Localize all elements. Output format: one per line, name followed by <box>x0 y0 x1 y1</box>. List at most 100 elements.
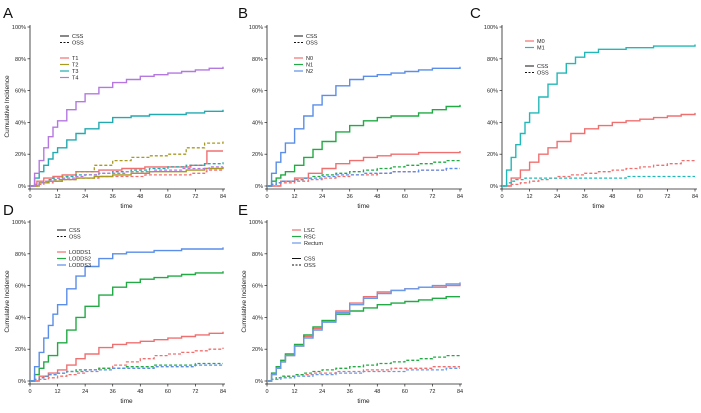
y-tick-label: 0% <box>490 184 498 190</box>
y-tick-label: 80% <box>15 252 26 258</box>
x-axis-title: time <box>592 203 605 210</box>
panel-letter: D <box>3 202 14 219</box>
x-tick-label: 60 <box>402 194 408 200</box>
y-tick-label: 40% <box>252 120 263 126</box>
series-line-n1-oss <box>267 159 461 187</box>
x-tick-label: 72 <box>192 389 198 395</box>
x-tick-label: 48 <box>137 194 143 200</box>
x-axis-title: time <box>120 398 133 405</box>
legend-label-oss: OSS <box>72 41 84 47</box>
y-tick-label: 0% <box>18 184 26 190</box>
series-line-n2-css <box>267 66 461 187</box>
x-tick-label: 84 <box>457 194 463 200</box>
x-tick-label: 0 <box>500 194 503 200</box>
y-tick-label: 60% <box>252 89 263 95</box>
x-tick-label: 24 <box>82 194 88 200</box>
x-tick-label: 60 <box>637 194 643 200</box>
y-axis-title: Cumulative Incidence <box>4 270 11 333</box>
x-tick-label: 24 <box>554 194 560 200</box>
y-axis-title: Cumulative Incidence <box>241 270 248 333</box>
y-tick-label: 40% <box>15 120 26 126</box>
legend-label-rectum: Rectum <box>304 241 323 247</box>
legend-label-css: CSS <box>537 64 549 70</box>
x-tick-label: 84 <box>692 194 698 200</box>
legend-label-oss: OSS <box>304 263 316 269</box>
y-axis-title: Cumulative Incidence <box>4 75 11 138</box>
x-tick-label: 36 <box>582 194 588 200</box>
y-tick-label: 100% <box>484 25 498 31</box>
series-line-lodds3-oss <box>30 364 223 382</box>
legend-label-css: CSS <box>69 228 81 234</box>
y-tick-label: 100% <box>249 25 263 31</box>
legend-label-rsc: RSC <box>304 235 316 241</box>
legend-label-css: CSS <box>306 34 318 40</box>
y-tick-label: 100% <box>249 220 263 226</box>
y-tick-label: 20% <box>252 152 263 158</box>
y-tick-label: 20% <box>252 347 263 353</box>
x-tick-label: 12 <box>55 389 61 395</box>
y-tick-label: 80% <box>252 252 263 258</box>
y-tick-label: 0% <box>18 379 26 385</box>
x-tick-label: 84 <box>220 194 226 200</box>
x-tick-label: 24 <box>319 194 325 200</box>
series-line-rectum-css <box>267 282 461 382</box>
x-tick-label: 12 <box>292 194 298 200</box>
series-line-t3-css <box>30 109 224 187</box>
series-line-t4-oss <box>30 166 223 187</box>
legend-label-lodds2: LODDS2 <box>69 257 91 263</box>
x-tick-label: 24 <box>319 389 325 395</box>
x-tick-label: 0 <box>265 389 268 395</box>
series-line-lodds1-oss <box>30 347 224 382</box>
y-tick-label: 80% <box>15 57 26 63</box>
legend-label-lodds1: LODDS1 <box>69 250 91 256</box>
x-tick-label: 0 <box>28 194 31 200</box>
x-axis-title: time <box>357 398 370 405</box>
x-tick-label: 12 <box>55 194 61 200</box>
legend-label-m0: M0 <box>537 39 545 45</box>
y-tick-label: 20% <box>487 152 498 158</box>
x-tick-label: 0 <box>265 194 268 200</box>
y-tick-label: 80% <box>487 57 498 63</box>
x-tick-label: 0 <box>28 389 31 395</box>
x-tick-label: 36 <box>110 194 116 200</box>
x-tick-label: 36 <box>110 389 116 395</box>
series-line-m0-oss <box>502 159 696 187</box>
legend-label-lodds3: LODDS3 <box>69 263 91 269</box>
y-tick-label: 40% <box>487 120 498 126</box>
x-tick-label: 48 <box>137 389 143 395</box>
x-tick-label: 84 <box>457 389 463 395</box>
legend-label-n1: N1 <box>306 63 313 69</box>
series-line-n2-oss <box>267 167 460 187</box>
panel-letter: E <box>238 202 248 219</box>
y-tick-label: 20% <box>15 347 26 353</box>
series-line-lsc-oss <box>267 366 460 382</box>
panel-letter: C <box>470 5 481 22</box>
series-line-rectum-oss <box>267 367 460 382</box>
legend-label-css: CSS <box>304 257 316 263</box>
series-line-lodds1-css <box>30 331 224 382</box>
y-tick-label: 60% <box>487 89 498 95</box>
panel-c: C 0% 20% 40% 60% 80% 100% 0 12 24 36 48 60 72 84 time M0… <box>470 5 698 210</box>
x-tick-label: 48 <box>374 194 380 200</box>
legend-label-n2: N2 <box>306 69 313 75</box>
legend-label-oss: OSS <box>306 41 318 47</box>
series-line-m0-css <box>502 112 696 187</box>
x-tick-label: 60 <box>165 389 171 395</box>
x-tick-label: 72 <box>429 389 435 395</box>
series-line-n0-css <box>267 151 461 187</box>
series-line-m1-oss <box>502 175 695 187</box>
legend-label-t3: T3 <box>72 69 78 75</box>
y-tick-label: 60% <box>15 89 26 95</box>
y-tick-label: 60% <box>15 284 26 290</box>
panel-letter: B <box>238 5 248 22</box>
x-tick-label: 72 <box>664 194 670 200</box>
x-tick-label: 60 <box>165 194 171 200</box>
x-tick-label: 72 <box>192 194 198 200</box>
y-tick-label: 100% <box>12 220 26 226</box>
legend-label-t2: T2 <box>72 63 78 69</box>
y-tick-label: 0% <box>255 379 263 385</box>
panel-b: B 0% 20% 40% 60% 80% 100% 0 12 24 36 48 60 72 84 time CS… <box>238 5 463 210</box>
legend-label-m1: M1 <box>537 46 545 52</box>
series-line-n1-css <box>267 104 461 187</box>
x-tick-label: 48 <box>374 389 380 395</box>
